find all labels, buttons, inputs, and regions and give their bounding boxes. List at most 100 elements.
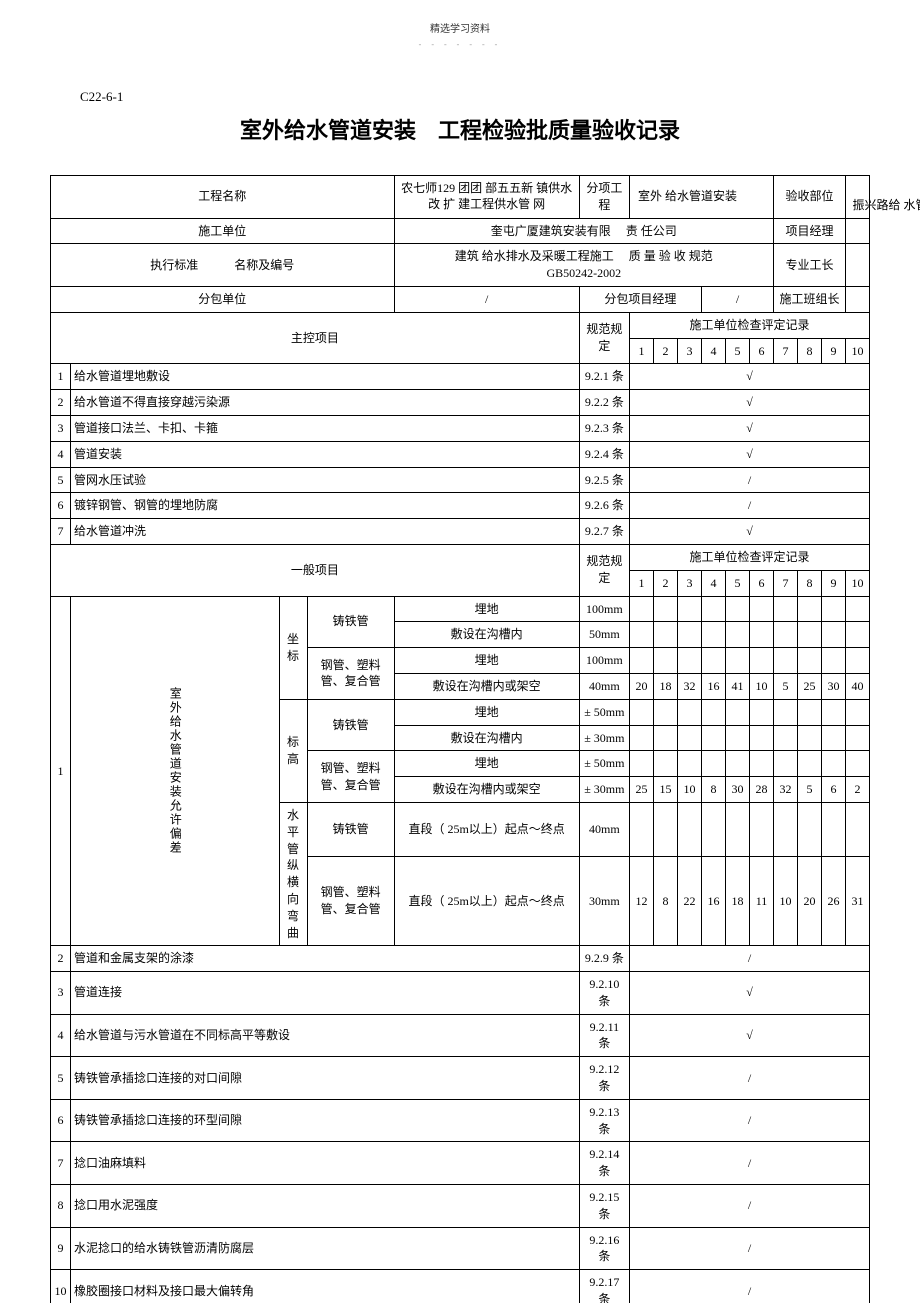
item-spec: 9.2.16 条 [579,1227,629,1270]
item-name: 给水管道与污水管道在不同标高平等敷设 [71,1014,580,1057]
pipe-type: 铸铁管 [307,596,394,648]
data-cell [678,596,702,622]
data-cell: 16 [702,673,726,699]
data-cell [702,751,726,777]
position: 直段（ 25m以上）起点～终点 [394,857,579,946]
pipe-type: 钢管、塑料管、复合管 [307,751,394,803]
construct-unit-value: 奎屯广厦建筑安装有限 责 任公司 [394,218,773,244]
col-num: 4 [702,570,726,596]
data-cell: 25 [798,673,822,699]
data-cell [774,802,798,856]
position: 埋地 [394,648,579,674]
spec-val: 100mm [579,596,629,622]
general-spec-label: 规范规定 [579,544,629,596]
data-cell [654,802,678,856]
data-cell: 41 [726,673,750,699]
item-name: 铸铁管承插捻口连接的环型间隙 [71,1099,580,1142]
main-table: 工程名称 农七师129 团团 部五五新 镇供水改 扩 建工程供水管 网 分项工程… [50,175,870,1303]
data-cell: 10 [678,777,702,803]
col-num: 1 [630,338,654,364]
item-spec: 9.2.4 条 [579,441,629,467]
item-spec: 9.2.1 条 [579,364,629,390]
spec-val: 30mm [579,857,629,946]
data-cell [750,725,774,751]
data-cell: 31 [846,857,870,946]
item-mark: / [630,946,870,972]
item-name: 管道和金属支架的涂漆 [71,946,580,972]
col-num: 10 [846,570,870,596]
data-cell [846,725,870,751]
data-cell: 32 [678,673,702,699]
item-spec: 9.2.15 条 [579,1185,629,1228]
item-spec: 9.2.10 条 [579,972,629,1015]
data-cell [654,751,678,777]
data-cell: 10 [750,673,774,699]
data-cell [774,725,798,751]
subproject-value: 室外 给水管道安装 [630,176,774,219]
position: 埋地 [394,751,579,777]
data-cell [630,622,654,648]
data-cell: 40 [846,673,870,699]
item-mark: / [630,1142,870,1185]
position: 埋地 [394,596,579,622]
data-cell [726,622,750,648]
main-control-label: 主控项目 [51,312,580,364]
accept-part-label: 验收部位 [774,176,846,219]
data-cell [774,622,798,648]
merged-label: 室外给水管道安装允许偏差 [71,596,280,946]
row-num: 7 [51,519,71,545]
data-cell [630,596,654,622]
item-spec: 9.2.6 条 [579,493,629,519]
row-num: 6 [51,493,71,519]
col-num: 6 [750,570,774,596]
row-num: 8 [51,1185,71,1228]
item-mark: √ [630,1014,870,1057]
row-num: 3 [51,972,71,1015]
item-mark: / [630,1270,870,1303]
sub-pm-label: 分包项目经理 [579,286,701,312]
data-cell: 30 [726,777,750,803]
spec-val: ± 50mm [579,699,629,725]
pipe-type: 铸铁管 [307,802,394,856]
col-num: 3 [678,570,702,596]
item-spec: 9.2.5 条 [579,467,629,493]
data-cell: 18 [726,857,750,946]
data-cell [630,699,654,725]
data-cell [798,751,822,777]
col-num: 5 [726,570,750,596]
item-mark: √ [630,390,870,416]
data-cell [630,802,654,856]
col-num: 2 [654,570,678,596]
row-num: 5 [51,1057,71,1100]
item-spec: 9.2.11 条 [579,1014,629,1057]
form-id: C22-6-1 [80,89,870,105]
data-cell [654,622,678,648]
data-cell [678,802,702,856]
data-cell: 20 [798,857,822,946]
project-name-value: 农七师129 团团 部五五新 镇供水改 扩 建工程供水管 网 [394,176,579,219]
data-cell [678,622,702,648]
data-cell [750,622,774,648]
data-cell: 10 [774,857,798,946]
item-mark: / [630,467,870,493]
data-cell: 30 [822,673,846,699]
data-cell [726,648,750,674]
data-cell [846,699,870,725]
data-cell [798,622,822,648]
item-name: 管道接口法兰、卡扣、卡箍 [71,415,580,441]
position: 直段（ 25m以上）起点～终点 [394,802,579,856]
data-cell [726,699,750,725]
data-cell [774,596,798,622]
data-cell: 25 [630,777,654,803]
data-cell: 18 [654,673,678,699]
row-num: 1 [51,364,71,390]
construct-unit-label: 施工单位 [51,218,395,244]
project-name-label: 工程名称 [51,176,395,219]
item-name: 给水管道埋地敷设 [71,364,580,390]
item-mark: √ [630,441,870,467]
item-mark: √ [630,364,870,390]
data-cell [630,648,654,674]
row-num: 4 [51,1014,71,1057]
page-title: 室外给水管道安装 工程检验批质量验收记录 [50,113,870,145]
data-cell [654,699,678,725]
